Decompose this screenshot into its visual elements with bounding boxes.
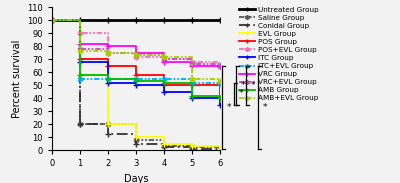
Text: *: * [239,89,243,98]
Text: *: * [227,103,231,112]
Text: *: * [241,81,245,90]
X-axis label: Days: Days [124,174,148,183]
Text: *: * [251,81,255,90]
Text: *: * [263,103,267,112]
Legend: Untreated Group, Saline Group, Conidal Group, EVL Group, POS Group, POS+EVL Grou: Untreated Group, Saline Group, Conidal G… [236,4,322,104]
Y-axis label: Percent survival: Percent survival [12,40,22,118]
